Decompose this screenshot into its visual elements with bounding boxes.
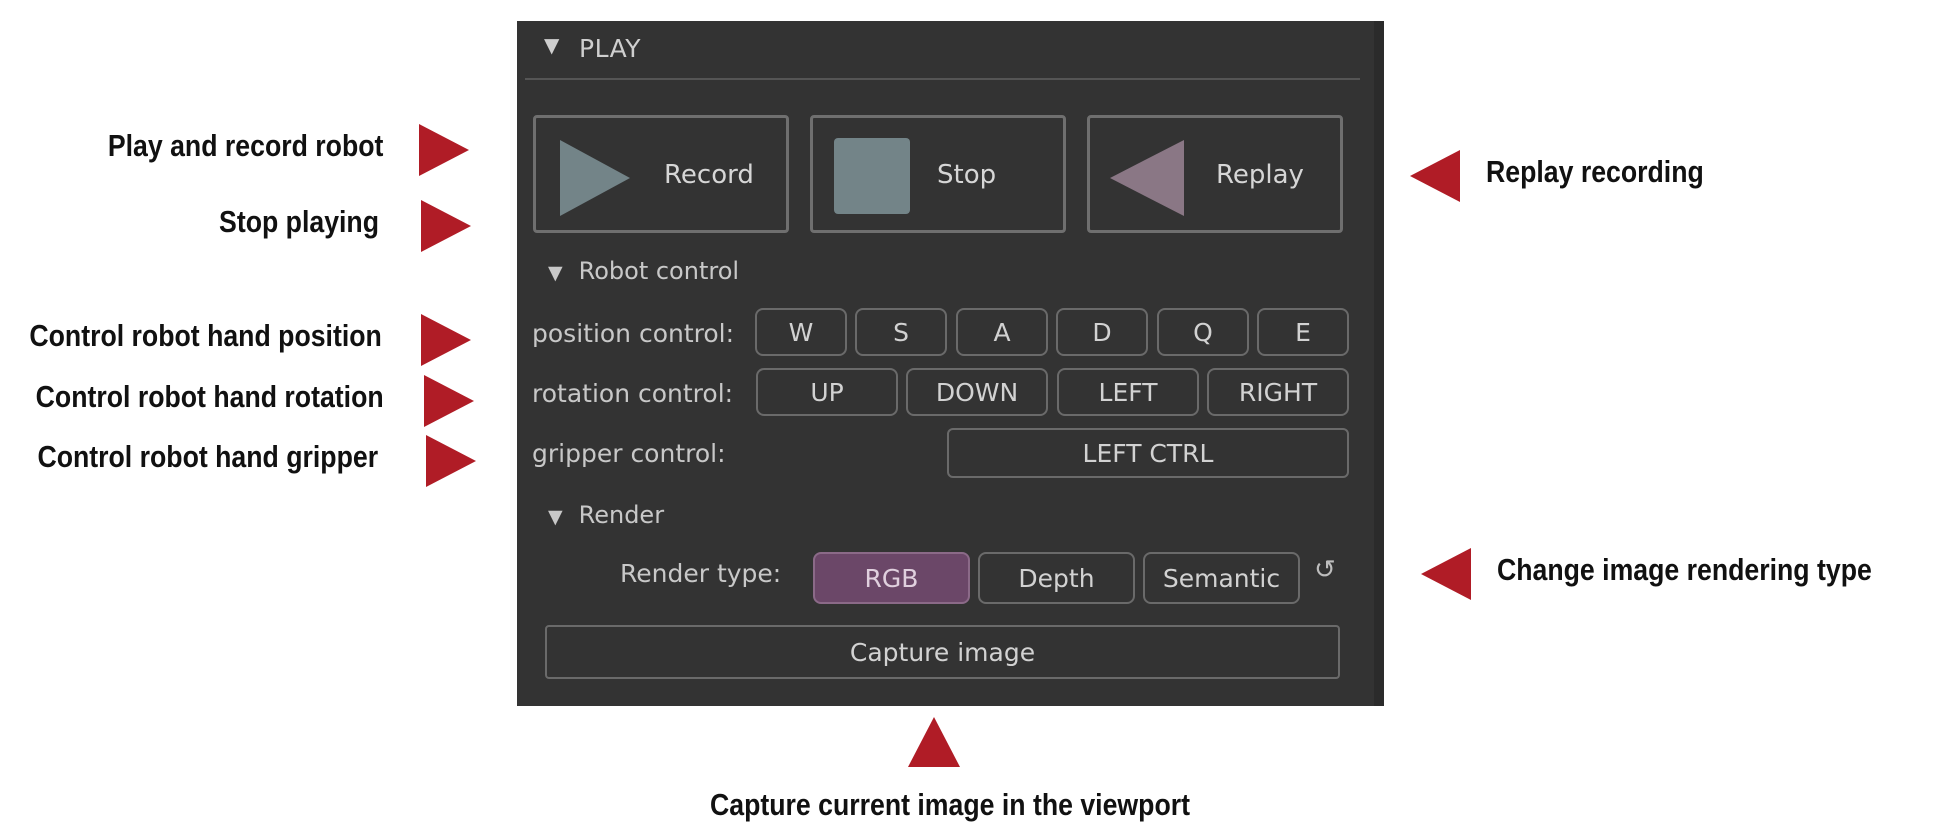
arrow-record-icon [419,124,469,176]
render-title: Render [578,501,665,529]
arrow-position-icon [421,314,471,366]
rotation-key-left[interactable]: LEFT [1057,368,1199,416]
arrow-render-icon [1421,548,1471,600]
reset-icon[interactable]: ↺ [1314,555,1336,585]
robot-control-title: Robot control [578,257,740,285]
record-button[interactable]: Record [533,115,789,233]
stop-button-label: Stop [937,160,997,190]
arrow-replay-icon [1410,150,1460,202]
render-option-depth[interactable]: Depth [978,552,1135,604]
annotation-render: Change image rendering type [1497,552,1872,587]
render-option-semantic[interactable]: Semantic [1143,552,1300,604]
gripper-key-left-ctrl[interactable]: LEFT CTRL [947,428,1349,478]
position-key-a[interactable]: A [956,308,1048,356]
position-key-d[interactable]: D [1056,308,1148,356]
replay-button[interactable]: Replay [1087,115,1343,233]
render-type-label: Render type: [620,559,782,588]
replay-button-label: Replay [1216,160,1304,190]
record-button-label: Record [664,160,754,190]
play-icon [560,140,630,216]
annotation-position: Control robot hand position [29,318,382,353]
position-key-e[interactable]: E [1257,308,1349,356]
render-header[interactable]: ▼ Render [548,501,664,529]
render-option-rgb[interactable]: RGB [813,552,970,604]
arrow-gripper-icon [426,435,476,487]
position-control-label: position control: [532,319,735,348]
annotation-stop: Stop playing [219,204,379,239]
annotation-capture: Capture current image in the viewport [710,787,1190,822]
stop-button[interactable]: Stop [810,115,1066,233]
annotation-replay: Replay recording [1486,154,1704,189]
arrow-rotation-icon [424,375,474,427]
replay-icon [1110,140,1184,216]
scrollbar[interactable] [1374,21,1384,706]
arrow-capture-icon [908,717,960,767]
rotation-key-down[interactable]: DOWN [906,368,1048,416]
collapse-caret-icon[interactable]: ▼ [544,33,560,57]
position-key-q[interactable]: Q [1157,308,1249,356]
annotation-record: Play and record robot [107,128,383,163]
annotation-rotation: Control robot hand rotation [35,379,384,414]
annotation-gripper: Control robot hand gripper [37,439,378,474]
rotation-control-label: rotation control: [532,379,734,408]
render-caret-icon: ▼ [548,506,563,528]
header-divider [525,78,1360,80]
gripper-control-label: gripper control: [532,439,726,468]
capture-image-button[interactable]: Capture image [545,625,1340,679]
robot-control-header[interactable]: ▼ Robot control [548,257,739,285]
play-panel: ▼ PLAY Record Stop Replay ▼ Robot control… [517,21,1384,706]
robot-control-caret-icon: ▼ [548,262,563,284]
play-section-title: PLAY [579,34,642,63]
position-key-w[interactable]: W [755,308,847,356]
play-section-header[interactable]: ▼ PLAY [517,21,1384,77]
arrow-stop-icon [421,200,471,252]
position-key-s[interactable]: S [855,308,947,356]
rotation-key-right[interactable]: RIGHT [1207,368,1349,416]
stop-icon [834,138,910,214]
rotation-key-up[interactable]: UP [756,368,898,416]
